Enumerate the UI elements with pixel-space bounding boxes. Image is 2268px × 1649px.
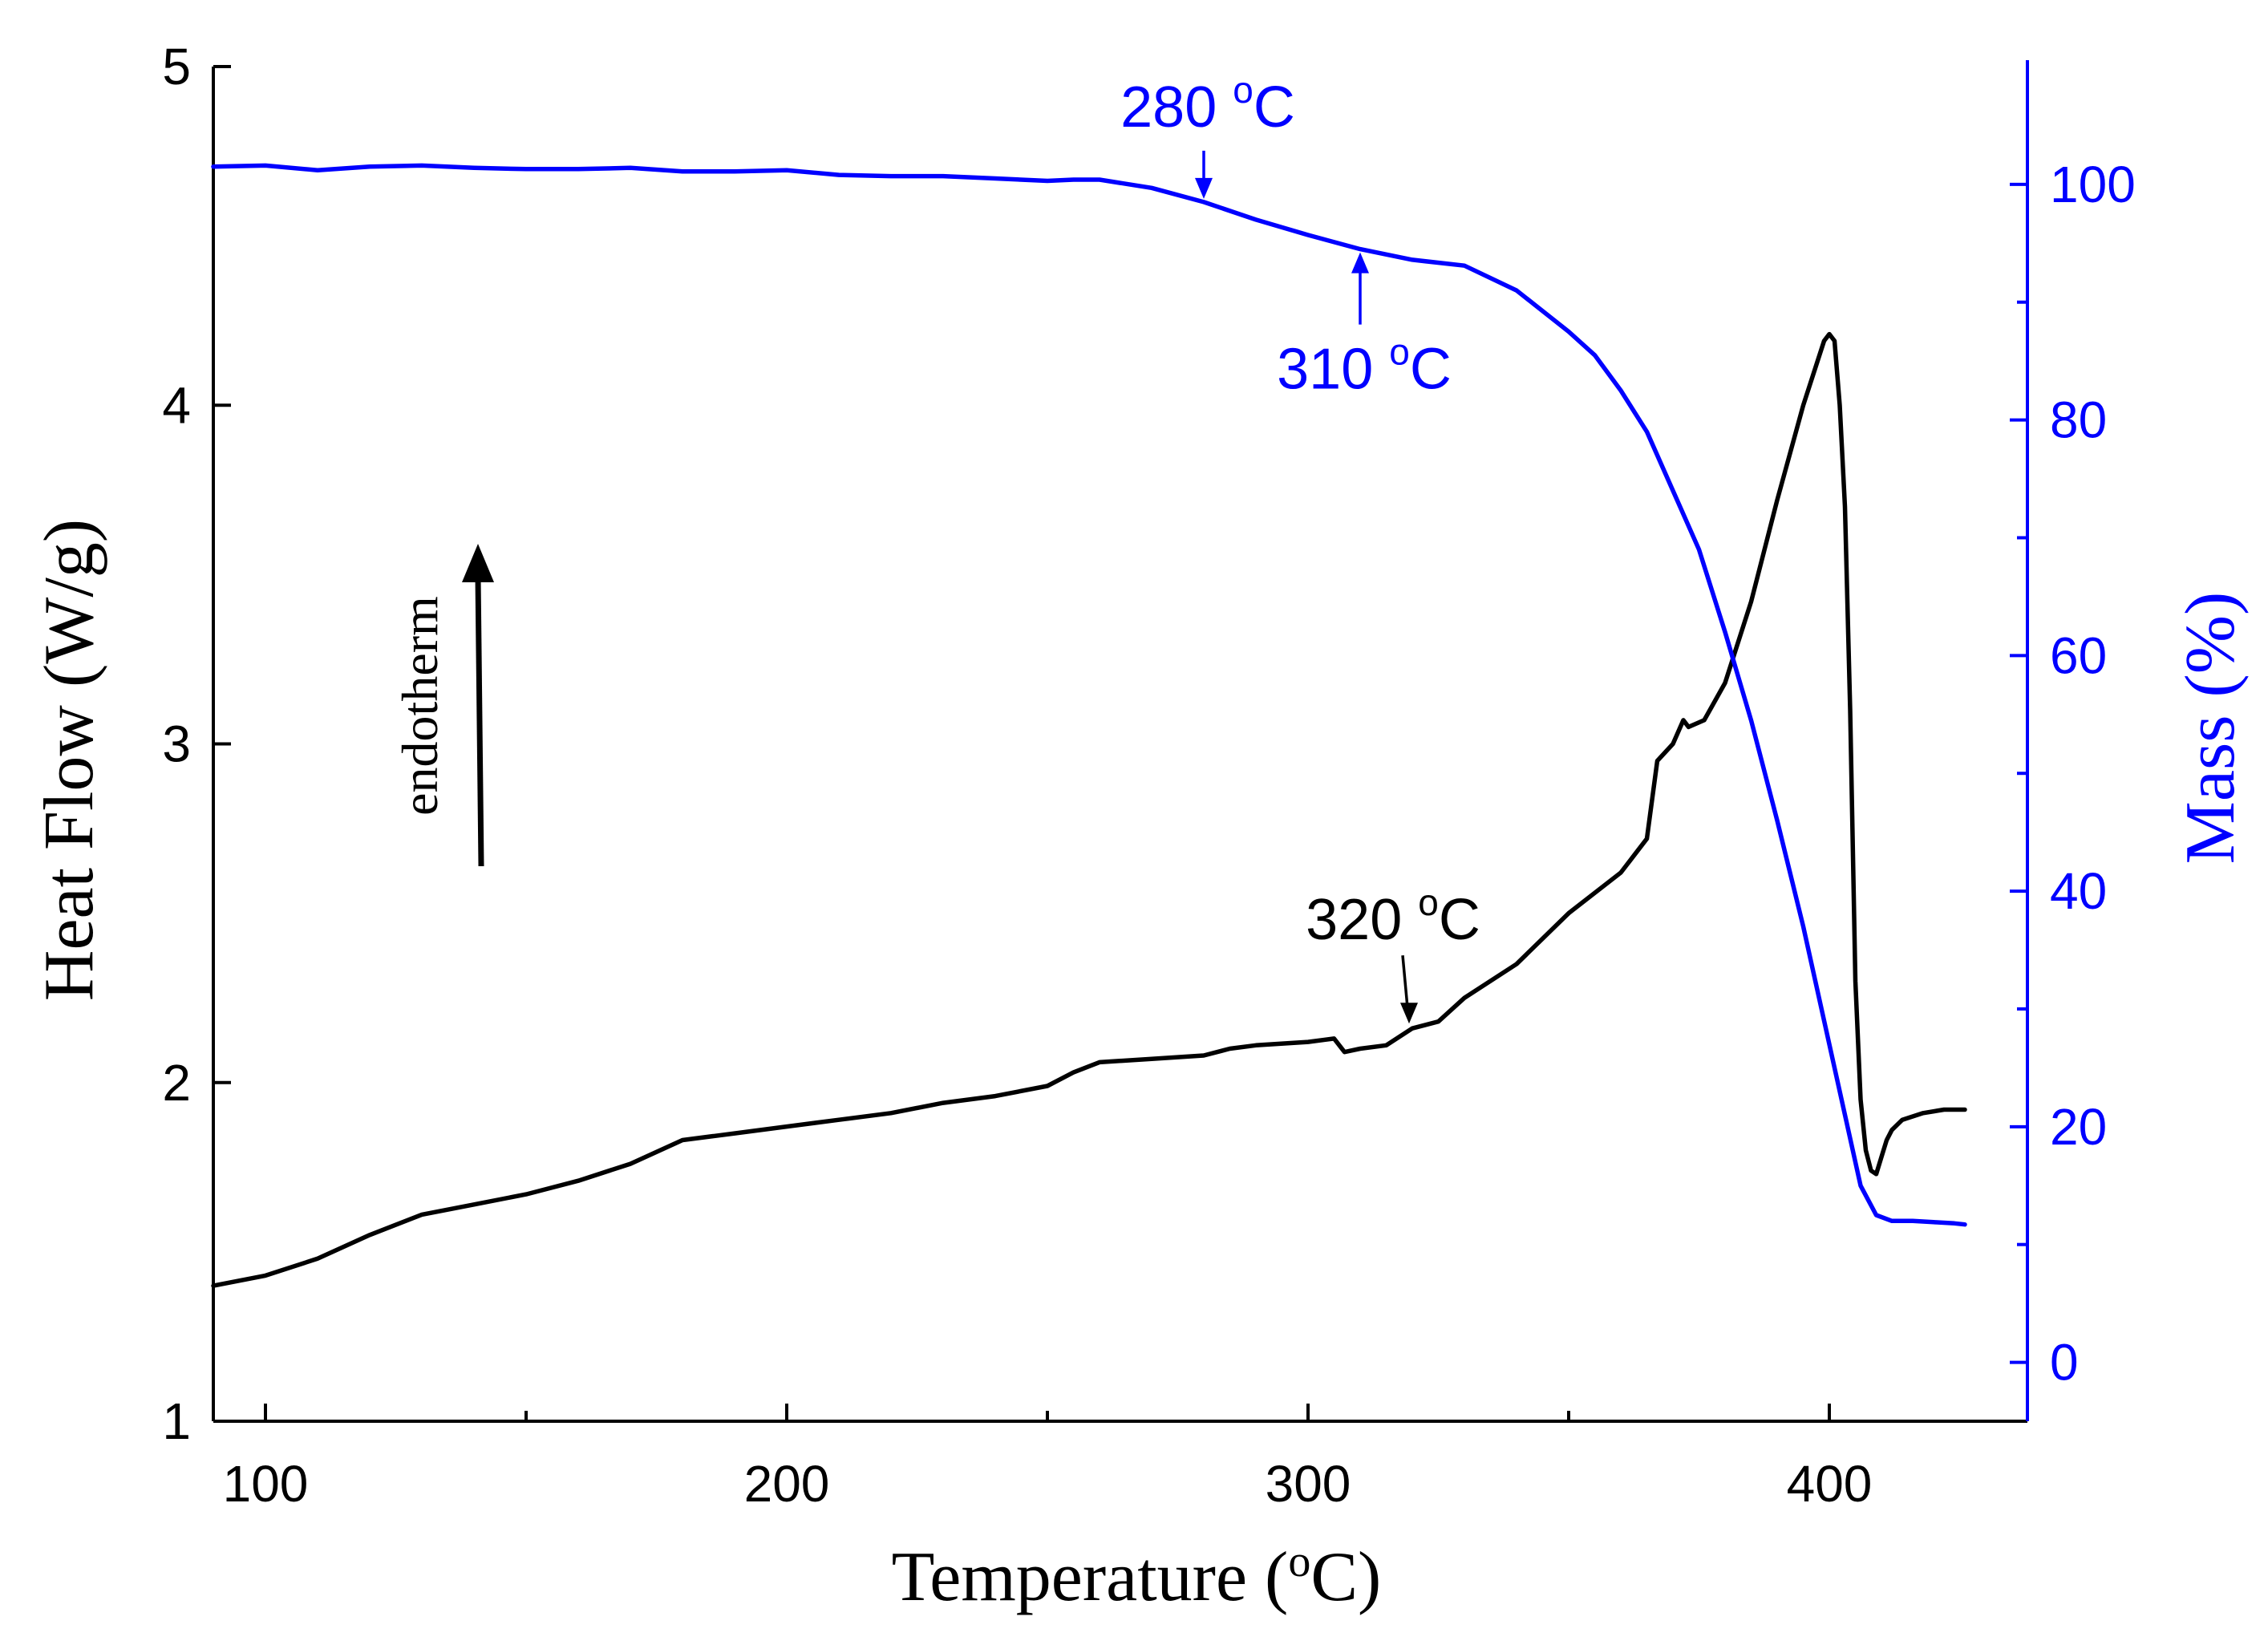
y-left-tick-label: 2 [162, 1054, 191, 1112]
y-left-axis-title: Heat Flow (W/g) [30, 519, 108, 1001]
annotation-280-arrowhead [1195, 177, 1213, 199]
x-tick-label: 400 [1787, 1455, 1873, 1513]
annotation-280-label: 280 oC [1120, 69, 1295, 140]
y-right-tick-label: 40 [2050, 862, 2107, 920]
annotation-310-arrowhead [1351, 252, 1369, 273]
x-axis-title: Temperature (oC) [892, 1537, 1382, 1616]
y-right-tick-label: 100 [2050, 156, 2136, 213]
heat-flow-line [211, 331, 1967, 1288]
x-tick-label: 200 [744, 1455, 830, 1513]
y-left-tick-label: 3 [162, 715, 191, 773]
y-right-tick-label: 0 [2050, 1334, 2079, 1392]
annotation-320-label: 320 oC [1306, 881, 1480, 952]
annotation-320-arrowhead [1400, 1003, 1418, 1024]
x-tick-label: 100 [223, 1455, 309, 1513]
axis-labels: Temperature (oC) Heat Flow (W/g) Mass (%) [30, 519, 2250, 1616]
endotherm-arrow-shaft [475, 577, 484, 867]
series-layer [211, 163, 1967, 1288]
y-left-tick-label: 4 [162, 376, 191, 434]
endotherm-label: endotherm [391, 596, 448, 816]
axis-ticks: 100 200 300 400 1 2 3 4 5 0 20 40 60 80 100 [162, 38, 2135, 1513]
y-left-tick-label: 5 [162, 38, 191, 95]
y-right-tick-label: 80 [2050, 391, 2107, 449]
mass-line [211, 163, 1967, 1227]
annotation-310-label: 310 oC [1277, 331, 1452, 402]
annotations-layer: 280 oC 310 oC 320 oC endotherm [391, 69, 1480, 1024]
endotherm-arrowhead [462, 544, 494, 582]
y-right-axis-title: Mass (%) [2172, 592, 2250, 865]
y-left-tick-label: 1 [162, 1392, 191, 1450]
y-right-tick-label: 20 [2050, 1098, 2107, 1156]
x-tick-label: 300 [1266, 1455, 1351, 1513]
y-right-tick-label: 60 [2050, 626, 2107, 684]
annotation-320-arrow-shaft [1401, 955, 1409, 1008]
